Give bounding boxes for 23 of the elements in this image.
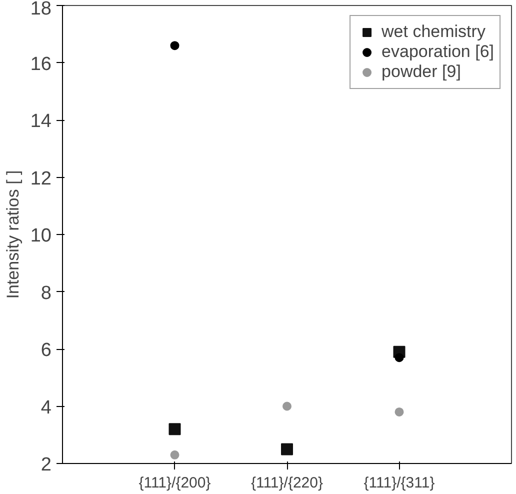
legend-label: evaporation [6]	[382, 42, 494, 62]
x-tick-label: {111}/{200}	[138, 474, 211, 492]
y-tick-label: 14	[30, 111, 52, 132]
point	[281, 443, 293, 456]
point	[394, 353, 404, 362]
point	[170, 41, 180, 50]
y-tick-label: 10	[30, 226, 52, 246]
y-tick-label: 4	[40, 397, 52, 418]
x-tick-label: {111}/{311}	[364, 474, 435, 492]
y-tick-label: 8	[40, 282, 52, 304]
y-tick-label: 16	[30, 54, 52, 75]
y-tick-label: 18	[30, 0, 52, 20]
legend-label: powder [9]	[382, 62, 461, 82]
y-tick-label: 2	[40, 454, 52, 476]
x-tick-label: {111}/{220}	[250, 474, 324, 492]
point	[394, 407, 404, 416]
legend-label: wet chemistry	[382, 22, 486, 42]
y-axis-title: Intensity ratios [ ]	[3, 170, 22, 299]
y-tick-label: 12	[30, 168, 52, 190]
point	[282, 402, 292, 411]
point	[170, 450, 180, 460]
point	[168, 423, 181, 436]
y-tick-label: 6	[40, 340, 52, 361]
